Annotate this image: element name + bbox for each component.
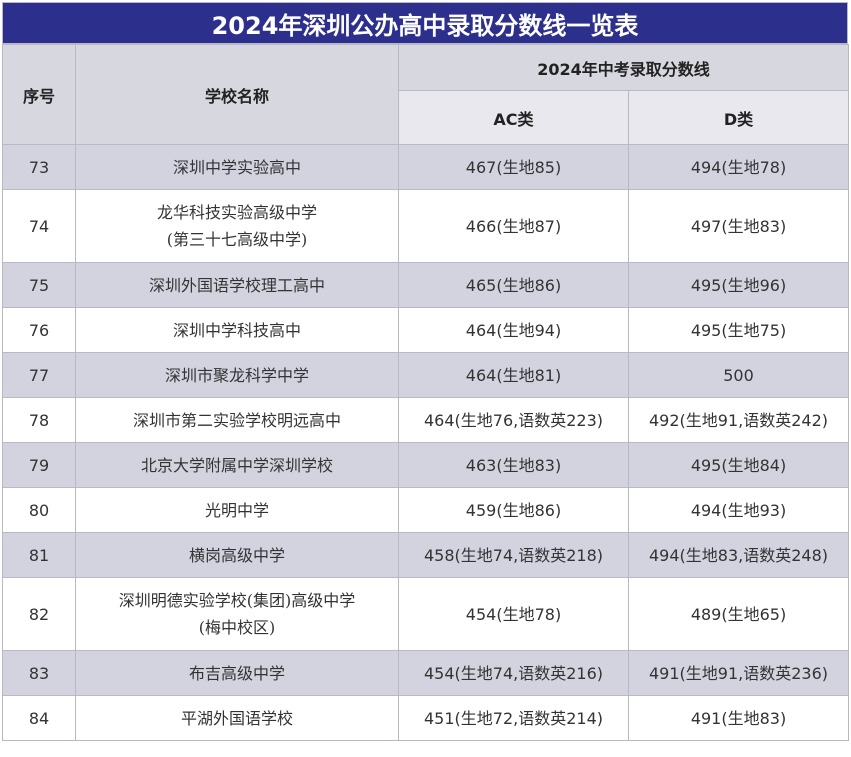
score-table: 序号 学校名称 2024年中考录取分数线 AC类 D类 73 深圳中学实验高中 46… — [2, 44, 850, 741]
cell-school-name: 北京大学附属中学深圳学校 — [75, 442, 399, 488]
cell-school-name: 深圳市聚龙科学中学 — [75, 352, 399, 398]
cell-index: 77 — [2, 352, 76, 398]
cell-ac-score: 463(生地83) — [398, 442, 629, 488]
cell-school-name: 深圳中学科技高中 — [75, 307, 399, 353]
cell-school-name: 布吉高级中学 — [75, 650, 399, 696]
cell-index: 82 — [2, 577, 76, 651]
table-row: 74 龙华科技实验高级中学 (第三十七高级中学) 466(生地87) 497(生地83) — [2, 189, 850, 263]
cell-d-score: 495(生地75) — [627, 307, 850, 353]
cell-index: 79 — [2, 442, 76, 488]
cell-d-score: 494(生地78) — [627, 144, 850, 190]
cell-index: 74 — [2, 189, 76, 263]
cell-ac-score: 464(生地94) — [398, 307, 629, 353]
cell-school-name: 深圳市第二实验学校明远高中 — [75, 397, 399, 443]
table-row: 83 布吉高级中学 454(生地74,语数英216) 491(生地91,语数英236) — [2, 650, 850, 696]
table-row: 79 北京大学附属中学深圳学校 463(生地83) 495(生地84) — [2, 442, 850, 488]
header-index: 序号 — [2, 44, 76, 145]
table-row: 75 深圳外国语学校理工高中 465(生地86) 495(生地96) — [2, 262, 850, 308]
cell-ac-score: 458(生地74,语数英218) — [398, 532, 629, 578]
school-name-line1: 深圳中学实验高中 — [172, 157, 301, 177]
cell-school-name: 深圳中学实验高中 — [75, 144, 399, 190]
cell-index: 73 — [2, 144, 76, 190]
school-name-line2: (梅中校区) — [198, 618, 276, 637]
school-name-line1: 横岗高级中学 — [188, 545, 285, 565]
school-name-line1: 光明中学 — [204, 500, 269, 520]
school-name-line1: 深圳外国语学校理工高中 — [148, 275, 325, 295]
cell-ac-score: 465(生地86) — [398, 262, 629, 308]
cell-school-name: 光明中学 — [75, 487, 399, 533]
cell-ac-score: 454(生地74,语数英216) — [398, 650, 629, 696]
school-name-line1: 深圳市第二实验学校明远高中 — [132, 410, 341, 430]
cell-d-score: 495(生地84) — [627, 442, 850, 488]
cell-d-score: 491(生地91,语数英236) — [627, 650, 850, 696]
cell-index: 81 — [2, 532, 76, 578]
school-name-line1: 布吉高级中学 — [188, 663, 285, 683]
table-row: 80 光明中学 459(生地86) 494(生地93) — [2, 487, 850, 533]
table-row: 78 深圳市第二实验学校明远高中 464(生地76,语数英223) 492(生地91,… — [2, 397, 850, 443]
cell-school-name: 深圳外国语学校理工高中 — [75, 262, 399, 308]
cell-d-score: 497(生地83) — [627, 189, 850, 263]
cell-ac-score: 467(生地85) — [398, 144, 629, 190]
table-row: 77 深圳市聚龙科学中学 464(生地81) 500 — [2, 352, 850, 398]
cell-index: 80 — [2, 487, 76, 533]
cell-ac-score: 464(生地81) — [398, 352, 629, 398]
cell-d-score: 491(生地83) — [627, 695, 850, 741]
school-name-line1: 深圳中学科技高中 — [172, 320, 301, 340]
cell-ac-score: 459(生地86) — [398, 487, 629, 533]
cell-d-score: 495(生地96) — [627, 262, 850, 308]
table-row: 84 平湖外国语学校 451(生地72,语数英214) 491(生地83) — [2, 695, 850, 741]
cell-index: 84 — [2, 695, 76, 741]
table-row: 76 深圳中学科技高中 464(生地94) 495(生地75) — [2, 307, 850, 353]
school-name-line1: 龙华科技实验高级中学 — [156, 203, 317, 222]
cell-school-name: 龙华科技实验高级中学 (第三十七高级中学) — [75, 189, 399, 263]
cell-ac-score: 464(生地76,语数英223) — [398, 397, 629, 443]
cell-d-score: 492(生地91,语数英242) — [627, 397, 850, 443]
cell-d-score: 494(生地83,语数英248) — [627, 532, 850, 578]
table-row: 73 深圳中学实验高中 467(生地85) 494(生地78) — [2, 144, 850, 190]
cell-ac-score: 451(生地72,语数英214) — [398, 695, 629, 741]
cell-index: 75 — [2, 262, 76, 308]
cell-d-score: 489(生地65) — [627, 577, 850, 651]
header-score-group: 2024年中考录取分数线 — [397, 44, 850, 91]
score-table-container: 2024年深圳公办高中录取分数线一览表 序号 学校名称 2024年中考录取分数线… — [2, 2, 850, 741]
table-body: 73 深圳中学实验高中 467(生地85) 494(生地78) 74 龙华科技实验高级中学… — [2, 144, 850, 741]
school-name-line2: (第三十七高级中学) — [166, 230, 308, 249]
school-name-line1: 深圳明德实验学校(集团)高级中学 — [118, 591, 356, 610]
table-row: 81 横岗高级中学 458(生地74,语数英218) 494(生地83,语数英248) — [2, 532, 850, 578]
table-row: 82 深圳明德实验学校(集团)高级中学 (梅中校区) 454(生地78) 489(生地6… — [2, 577, 850, 651]
school-name-line1: 深圳市聚龙科学中学 — [164, 365, 309, 385]
table-title: 2024年深圳公办高中录取分数线一览表 — [2, 2, 848, 44]
cell-ac-score: 466(生地87) — [398, 189, 629, 263]
cell-index: 83 — [2, 650, 76, 696]
header-d: D类 — [627, 90, 850, 145]
cell-index: 76 — [2, 307, 76, 353]
header-ac: AC类 — [398, 90, 629, 145]
cell-d-score: 494(生地93) — [627, 487, 850, 533]
school-name-line1: 北京大学附属中学深圳学校 — [140, 455, 333, 475]
cell-d-score: 500 — [627, 352, 850, 398]
school-name-line1: 平湖外国语学校 — [180, 708, 293, 728]
header-school: 学校名称 — [75, 44, 399, 145]
cell-index: 78 — [2, 397, 76, 443]
cell-ac-score: 454(生地78) — [398, 577, 629, 651]
cell-school-name: 横岗高级中学 — [75, 532, 399, 578]
cell-school-name: 平湖外国语学校 — [75, 695, 399, 741]
cell-school-name: 深圳明德实验学校(集团)高级中学 (梅中校区) — [75, 577, 399, 651]
